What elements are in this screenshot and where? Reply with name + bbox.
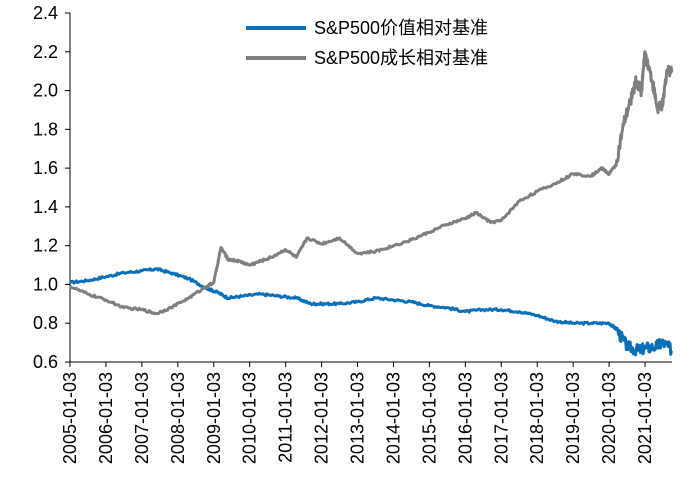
x-tick-label: 2009-01-03: [204, 372, 224, 464]
x-tick-label: 2021-01-03: [635, 372, 655, 464]
x-tick-label: 2019-01-03: [563, 372, 583, 464]
x-tick-label: 2013-01-03: [348, 372, 368, 464]
x-tick-label: 2007-01-03: [132, 372, 152, 464]
y-tick-label: 2.0: [33, 81, 58, 101]
x-tick-label: 2015-01-03: [419, 372, 439, 464]
y-tick-label: 0.8: [33, 313, 58, 333]
y-tick-label: 2.4: [33, 3, 58, 23]
x-tick-label: 2010-01-03: [240, 372, 260, 464]
x-tick-label: 2012-01-03: [312, 372, 332, 464]
legend: S&P500价值相对基准 S&P500成长相对基准: [246, 18, 488, 68]
x-tick-label: 2008-01-03: [168, 372, 188, 464]
x-tick-label: 2020-01-03: [599, 372, 619, 464]
y-tick-label: 1.6: [33, 158, 58, 178]
y-tick-label: 1.4: [33, 197, 58, 217]
y-axis: 0.6 0.8 1.0 1.2 1.4 1.6 1.8 2.0 2.2 2.4: [33, 3, 71, 372]
y-tick-label: 1.8: [33, 119, 58, 139]
legend-label-1: S&P500成长相对基准: [314, 48, 488, 68]
y-tick-label: 1.0: [33, 274, 58, 294]
legend-label-0: S&P500价值相对基准: [314, 18, 488, 38]
x-tick-label: 2017-01-03: [491, 372, 511, 464]
x-tick-label: 2011-01-03: [276, 372, 296, 463]
x-tick-label: 2014-01-03: [383, 372, 403, 464]
x-tick-label: 2006-01-03: [96, 372, 116, 464]
y-tick-label: 2.2: [33, 42, 58, 62]
x-tick-label: 2016-01-03: [455, 372, 475, 464]
y-tick-label: 1.2: [33, 236, 58, 256]
series-layer: [68, 50, 674, 357]
y-tick-label: 0.6: [33, 352, 58, 372]
series-line-0: [69, 267, 673, 357]
series-line-1: [68, 50, 674, 316]
x-axis: 2005-01-03 2006-01-03 2007-01-03 2008-01-03…: [60, 361, 672, 464]
x-tick-label: 2018-01-03: [527, 372, 547, 464]
x-tick-label: 2005-01-03: [60, 372, 80, 464]
